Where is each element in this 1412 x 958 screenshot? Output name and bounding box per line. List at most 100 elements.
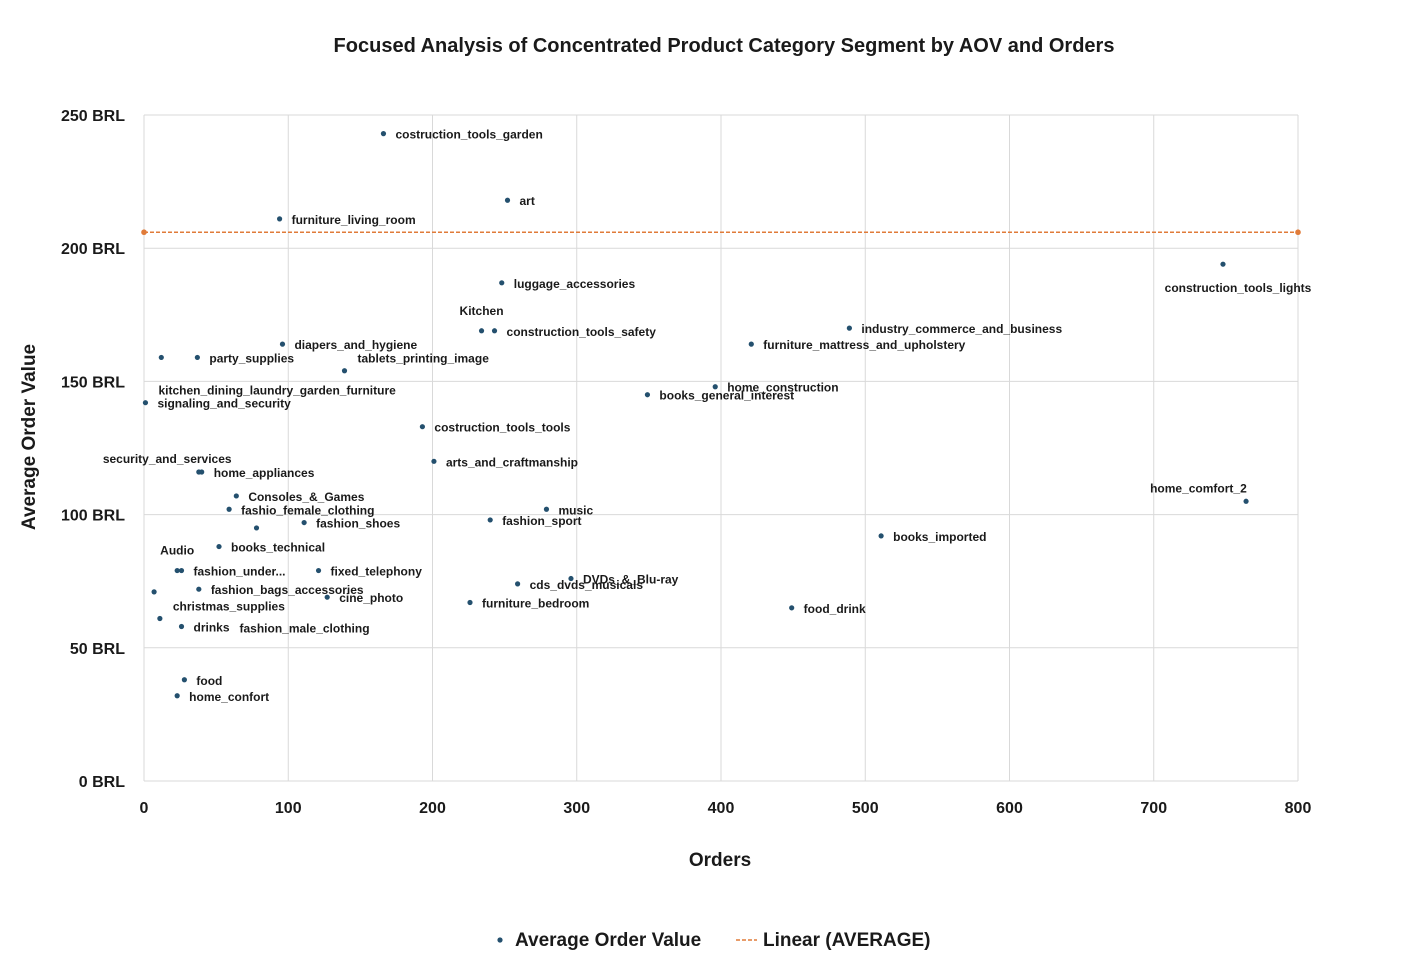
- y-axis-title: Average Order Value: [19, 344, 40, 530]
- data-point: [419, 424, 426, 430]
- y-tick-label: 150 BRL: [61, 374, 125, 391]
- data-point-label: kitchen_dining_laundry_garden_furniture: [158, 384, 396, 398]
- data-point-label: Consoles_&_Games: [248, 490, 364, 504]
- data-point: [194, 354, 200, 361]
- x-tick-label: 0: [140, 800, 149, 817]
- data-point: [276, 216, 283, 222]
- data-point-label: fashio_female_clothing: [241, 503, 374, 517]
- data-point-label: party_supplies: [209, 351, 294, 365]
- data-point: [431, 458, 437, 464]
- x-axis-title: Orders: [689, 850, 751, 871]
- data-point: [158, 354, 164, 361]
- data-point: [174, 693, 180, 699]
- x-tick-label: 400: [708, 800, 735, 817]
- data-point-label: home_confort: [189, 690, 269, 704]
- data-point-label: music: [558, 503, 593, 517]
- legend-label-trend: Linear (AVERAGE): [763, 930, 931, 951]
- data-point: [157, 615, 163, 622]
- data-point-label: construction_tools_safety: [507, 325, 657, 339]
- data-point-label: fashion_shoes: [316, 517, 400, 531]
- data-point-label: home_construction: [727, 381, 838, 395]
- data-point: [380, 131, 387, 137]
- data-point: [341, 368, 348, 374]
- data-point: [568, 575, 574, 582]
- data-point-label: costruction_tools_garden: [395, 128, 542, 142]
- data-point: [878, 533, 884, 539]
- data-point: [178, 623, 185, 630]
- data-point-label: diapers_and_hygiene: [294, 338, 417, 352]
- legend-marker-icon: [497, 937, 503, 943]
- data-point-label: home_comfort_2: [1150, 481, 1247, 495]
- data-point: [174, 567, 180, 574]
- data-point: [712, 384, 718, 390]
- x-tick-label: 300: [563, 800, 590, 817]
- data-point-label: christmas_supplies: [173, 599, 285, 613]
- data-point-label: cine_photo: [339, 591, 403, 605]
- data-point: [233, 493, 239, 499]
- data-point: [491, 328, 498, 334]
- data-point-label: books_imported: [893, 530, 986, 544]
- data-point-label: fashion_bags_accessories: [211, 583, 364, 597]
- data-point-label: luggage_accessories: [514, 277, 636, 291]
- data-point: [324, 594, 330, 600]
- y-tick-label: 0 BRL: [79, 774, 125, 791]
- data-point-label: food: [196, 674, 222, 688]
- y-tick-label: 250 BRL: [61, 108, 125, 125]
- data-point-label: fashion_male_clothing: [240, 621, 370, 635]
- data-point: [543, 506, 550, 512]
- average-trendline: [141, 229, 1301, 236]
- data-point: [301, 519, 307, 526]
- x-tick-label: 100: [275, 800, 302, 817]
- data-point-label: food_drink: [804, 602, 866, 616]
- data-point: [181, 677, 187, 683]
- data-point: [789, 605, 795, 611]
- data-point: [478, 328, 485, 334]
- data-point: [487, 517, 493, 523]
- data-point-label: construction_tools_lights: [1165, 281, 1312, 295]
- data-point: [467, 599, 473, 606]
- y-tick-label: 200 BRL: [61, 241, 125, 258]
- data-point: [499, 280, 505, 286]
- data-point-label: arts_and_craftmanship: [446, 455, 578, 469]
- data-point-label: Kitchen: [460, 304, 504, 318]
- data-point: [142, 400, 149, 406]
- y-tick-label: 100 BRL: [61, 508, 125, 525]
- x-tick-label: 600: [996, 800, 1023, 817]
- data-point-label: tablets_printing_image: [358, 352, 490, 366]
- data-point-label: furniture_bedroom: [482, 597, 589, 611]
- legend-label-series: Average Order Value: [515, 930, 701, 951]
- data-point: [196, 586, 202, 592]
- data-point: [315, 567, 322, 574]
- data-point: [515, 581, 521, 587]
- data-point-label: Audio: [160, 544, 194, 558]
- data-point-label: books_general_interest: [659, 389, 794, 403]
- data-point-label: furniture_living_room: [292, 213, 416, 227]
- data-point: [1243, 498, 1249, 504]
- data-point-label: home_appliances: [214, 466, 315, 480]
- x-tick-label: 700: [1140, 800, 1167, 817]
- data-point-label: DVDs_&_Blu-ray: [583, 573, 679, 587]
- data-point: [846, 325, 852, 331]
- x-tick-label: 800: [1285, 800, 1312, 817]
- grid-lines: [143, 114, 1299, 782]
- tick-labels: 0 100 200 300 400 500 600 700 800 0 BRL 50 BRL 100 …: [61, 108, 1311, 817]
- data-point-label: industry_commerce_and_business: [861, 322, 1062, 336]
- data-point-label: furniture_mattress_and_upholstery: [763, 338, 965, 352]
- data-point-label: drinks: [194, 620, 230, 634]
- data-point: [199, 469, 205, 475]
- data-point: [151, 589, 157, 595]
- y-tick-label: 50 BRL: [70, 641, 125, 658]
- data-point-label: fixed_telephony: [331, 565, 423, 579]
- data-point-label: books_technical: [231, 541, 325, 555]
- data-point-label: costruction_tools_tools: [434, 421, 570, 435]
- average-line-start-point: [141, 229, 147, 236]
- data-point: [644, 392, 651, 398]
- data-point: [279, 341, 286, 347]
- data-point: [1220, 261, 1226, 267]
- data-point: [178, 567, 185, 574]
- data-points: [142, 131, 1249, 699]
- x-tick-label: 200: [419, 800, 446, 817]
- chart-title: Focused Analysis of Concentrated Product…: [334, 35, 1115, 57]
- data-point-label: art: [520, 194, 535, 208]
